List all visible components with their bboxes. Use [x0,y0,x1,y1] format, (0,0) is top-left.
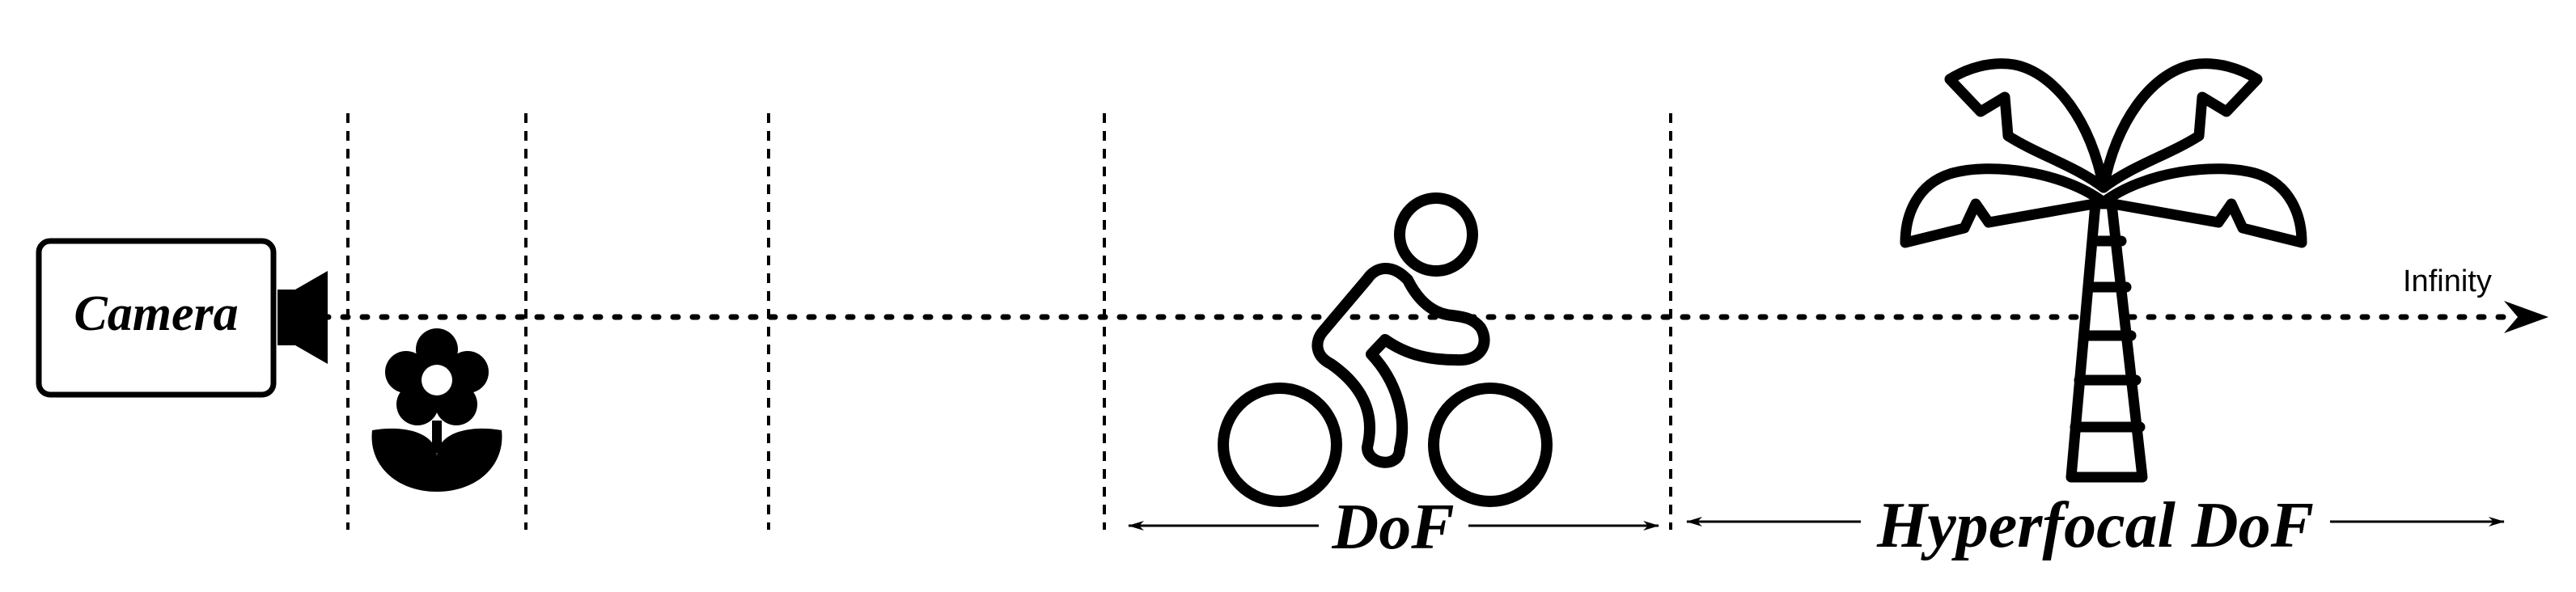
palm-tree-icon [1900,58,2307,483]
infinity-arrowhead-icon [2504,301,2548,333]
dof-dimension: DoF [1128,492,1659,563]
hyperfocal-dof-dimension: Hyperfocal DoF [1686,490,2505,561]
flower-icon [371,328,502,492]
camera-label: Camera [74,286,238,341]
hyperfocal-dof-label: Hyperfocal DoF [1876,490,2314,561]
camera-lens-icon [278,271,328,364]
dof-label: DoF [1331,492,1454,563]
camera: Camera [36,238,328,398]
infinity-label: Infinity [2403,264,2492,298]
camera-body [36,238,277,398]
cyclist-icon [1218,192,1553,507]
focus-plane-lines [346,113,1672,530]
